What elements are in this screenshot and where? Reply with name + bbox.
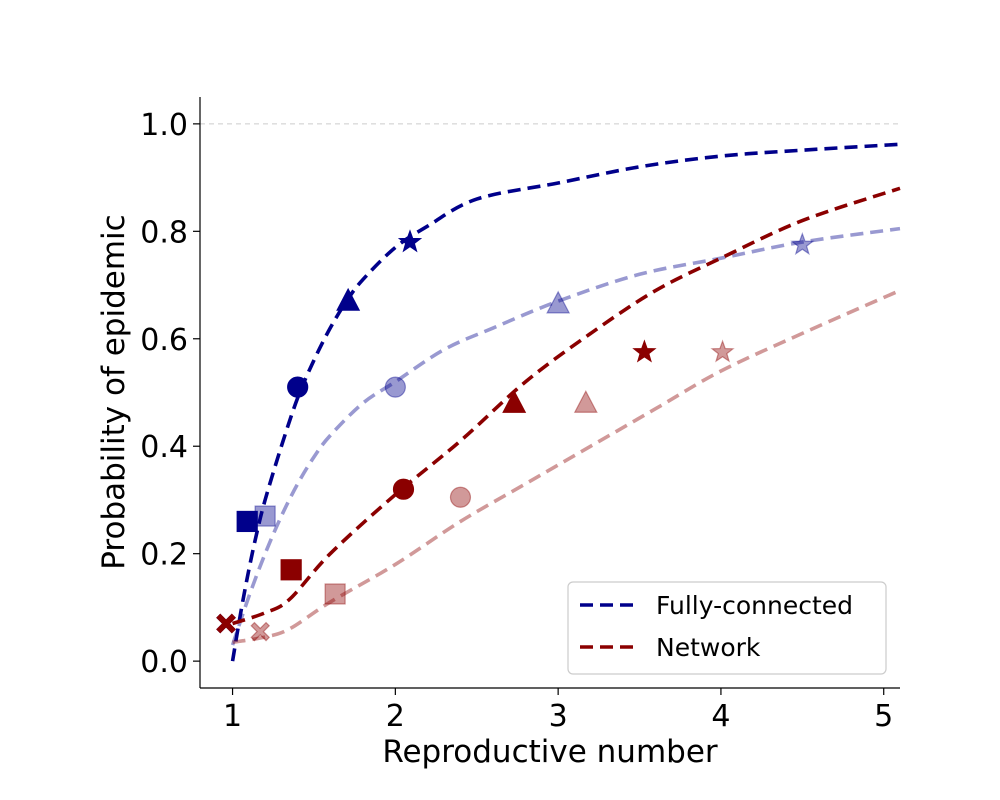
y-tick-label: 0.6 — [140, 323, 188, 358]
legend: Fully-connected Network — [567, 581, 887, 675]
marker-circle-11 — [392, 478, 415, 500]
marker-cross-9 — [216, 613, 236, 634]
marker-square-15 — [324, 583, 346, 605]
curve-network-2 — [231, 186, 901, 626]
y-tick-label: 0.2 — [140, 538, 188, 573]
marker-square-1 — [236, 510, 258, 533]
marker-triangle-3 — [336, 287, 361, 311]
marker-triangle-17 — [573, 389, 598, 413]
marker-star-18 — [710, 339, 735, 363]
x-tick-label: 3 — [549, 699, 568, 734]
x-tick-label: 5 — [874, 699, 893, 734]
legend-box — [567, 581, 887, 675]
legend-label-fully-connected: Fully-connected — [656, 591, 853, 620]
legend-label-network: Network — [656, 633, 761, 662]
marker-triangle-12 — [502, 389, 527, 413]
marker-cross-14 — [250, 621, 271, 642]
marker-star-4 — [397, 229, 423, 253]
x-tick-label: 4 — [711, 699, 730, 734]
curve-fully-connected-0 — [230, 142, 901, 662]
marker-circle-2 — [287, 376, 309, 398]
plot-area — [200, 123, 901, 662]
y-tick-label: 0.4 — [140, 430, 188, 465]
y-axis-ticks: 0.0 0.2 0.4 0.6 0.8 1.0 — [140, 108, 200, 680]
y-axis-label: Probability of epidemic — [96, 214, 132, 569]
x-axis-label: Reproductive number — [382, 734, 718, 770]
y-tick-label: 0.8 — [140, 215, 188, 250]
marker-circle-16 — [449, 486, 472, 508]
x-axis-ticks: 1 2 3 4 5 — [223, 688, 893, 734]
marker-circle-6 — [384, 376, 406, 398]
y-tick-label: 1.0 — [140, 108, 188, 143]
x-tick-label: 2 — [386, 699, 405, 734]
y-tick-label: 0.0 — [140, 645, 188, 680]
x-tick-label: 1 — [223, 699, 242, 734]
curve-network-light-3 — [232, 288, 901, 645]
marker-square-10 — [280, 559, 302, 581]
marker-triangle-7 — [546, 290, 571, 314]
marker-star-13 — [632, 339, 657, 363]
marker-star-8 — [790, 231, 815, 256]
curve-fully-connected-light-1 — [230, 226, 901, 646]
marker-square-5 — [254, 505, 276, 527]
